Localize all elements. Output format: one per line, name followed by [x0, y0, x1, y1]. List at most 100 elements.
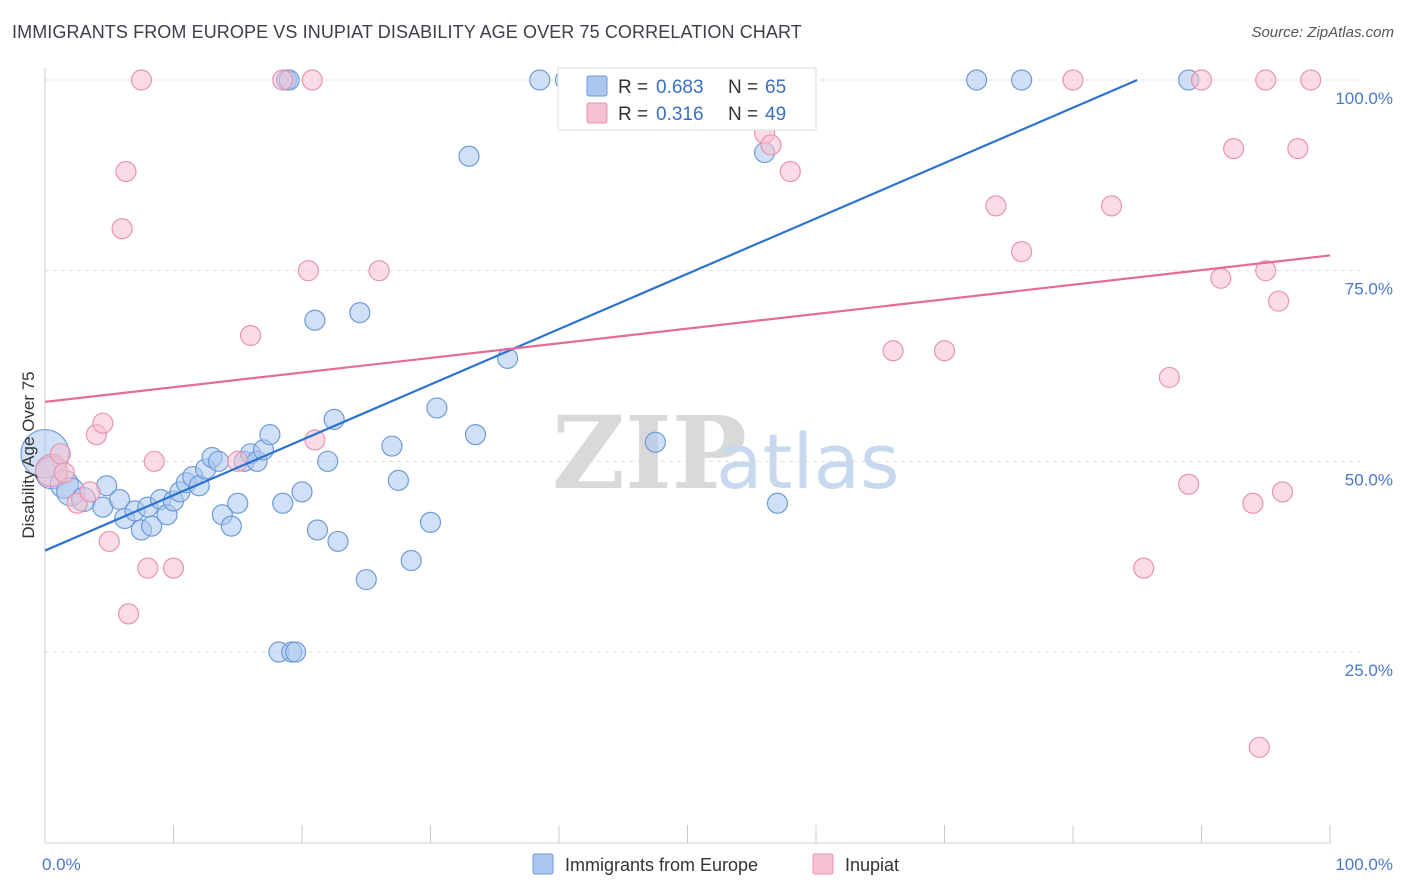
y-tick-label-75: 75.0%	[1345, 280, 1393, 299]
point-inupiat	[117, 603, 140, 625]
point-immigrants-from-europe	[766, 492, 789, 514]
point-immigrants-from-europe	[355, 568, 377, 591]
point-inupiat	[760, 134, 782, 156]
point-immigrants-from-europe	[400, 549, 422, 572]
legend-r-value-2: 0.316	[656, 104, 704, 125]
point-immigrants-from-europe	[272, 492, 294, 514]
point-inupiat	[1267, 290, 1290, 312]
point-inupiat	[985, 195, 1007, 217]
y-tick-label-100: 100.0%	[1335, 89, 1393, 108]
point-immigrants-from-europe	[1010, 69, 1033, 91]
point-inupiat	[92, 412, 114, 434]
point-immigrants-from-europe	[284, 641, 307, 663]
point-immigrants-from-europe	[291, 481, 313, 503]
y-axis-label: Disability Age Over 75	[19, 371, 38, 538]
point-immigrants-from-europe	[304, 309, 326, 331]
point-immigrants-from-europe	[227, 492, 249, 514]
point-inupiat	[115, 160, 137, 183]
point-inupiat	[933, 340, 956, 362]
point-inupiat	[1287, 138, 1309, 160]
point-immigrants-from-europe	[220, 515, 242, 537]
legend-label-immigrants-from-europe: Immigrants from Europe	[565, 855, 758, 875]
point-inupiat	[111, 218, 133, 240]
y-tick-label-50: 50.0%	[1345, 470, 1393, 489]
point-inupiat	[1210, 267, 1232, 289]
legend-swatch-blue	[586, 75, 608, 97]
correlation-legend: R = 0.683 N = 65 R = 0.316 N = 49	[557, 67, 817, 131]
legend-label-inupiat: Inupiat	[845, 855, 899, 875]
legend-n-value-2: 49	[765, 104, 786, 125]
point-inupiat	[301, 69, 323, 91]
point-inupiat	[368, 260, 390, 282]
point-inupiat	[272, 69, 294, 91]
point-inupiat	[49, 443, 72, 465]
y-tick-labels: 25.0% 50.0% 75.0% 100.0%	[1335, 89, 1393, 680]
point-immigrants-from-europe	[966, 69, 988, 91]
source-label: Source: ZipAtlas.com	[1251, 24, 1394, 41]
point-inupiat	[1010, 241, 1033, 263]
watermark-zip: ZIP	[552, 394, 747, 512]
point-immigrants-from-europe	[259, 424, 281, 446]
x-tick-labels: 0.0% 100.0%	[42, 855, 1393, 874]
point-inupiat	[240, 324, 262, 347]
point-inupiat	[1133, 557, 1155, 579]
point-inupiat	[1255, 260, 1277, 282]
point-immigrants-from-europe	[644, 431, 666, 453]
trend-lines	[44, 78, 1331, 552]
series-legend: Immigrants from Europe Inupiat	[532, 853, 899, 875]
trend-line-inupiat	[44, 254, 1331, 403]
point-immigrants-from-europe	[529, 69, 551, 91]
point-immigrants-from-europe	[381, 435, 403, 457]
watermark-atlas: atlas	[716, 417, 900, 506]
legend-r-label-1: R =	[618, 77, 648, 98]
series-immigrants-from-europe-points	[20, 69, 1200, 663]
point-inupiat	[297, 260, 320, 282]
point-immigrants-from-europe	[207, 450, 230, 472]
point-inupiat	[1100, 195, 1123, 217]
point-inupiat	[1271, 481, 1294, 503]
point-immigrants-from-europe	[349, 302, 371, 324]
trend-line-immigrants-from-europe	[44, 78, 1138, 552]
point-immigrants-from-europe	[327, 530, 349, 553]
grid-lines	[45, 79, 1360, 653]
point-inupiat	[1242, 492, 1264, 514]
point-immigrants-from-europe	[306, 519, 329, 541]
point-inupiat	[1190, 69, 1213, 91]
point-immigrants-from-europe	[464, 424, 487, 446]
point-inupiat	[779, 160, 801, 183]
chart-title: IMMIGRANTS FROM EUROPE VS INUPIAT DISABI…	[12, 22, 802, 42]
point-inupiat	[98, 530, 120, 553]
legend-n-value-1: 65	[765, 77, 786, 98]
point-inupiat	[1255, 69, 1277, 91]
y-tick-label-25: 25.0%	[1345, 661, 1393, 680]
point-inupiat	[143, 450, 165, 472]
legend-n-label-2: N =	[728, 104, 758, 125]
point-immigrants-from-europe	[141, 515, 163, 537]
legend-swatch-pink	[586, 102, 608, 124]
series-inupiat-points	[34, 69, 1322, 758]
point-inupiat	[1248, 736, 1270, 758]
point-inupiat	[79, 481, 101, 503]
x-tick-label-100: 100.0%	[1335, 855, 1393, 874]
legend-swatch-inupiat	[812, 853, 834, 875]
point-inupiat	[1178, 473, 1200, 495]
legend-swatch-immigrants-from-europe	[532, 853, 554, 875]
point-immigrants-from-europe	[387, 469, 409, 491]
point-inupiat	[1300, 69, 1322, 91]
point-inupiat	[1223, 138, 1245, 160]
point-immigrants-from-europe	[317, 450, 339, 472]
point-immigrants-from-europe	[419, 511, 442, 533]
legend-r-value-1: 0.683	[656, 77, 704, 98]
point-inupiat	[1062, 69, 1084, 91]
point-inupiat	[137, 557, 159, 579]
point-inupiat	[882, 340, 904, 362]
point-inupiat	[1158, 366, 1180, 389]
point-immigrants-from-europe	[458, 145, 480, 167]
point-inupiat	[162, 557, 185, 579]
point-immigrants-from-europe	[426, 397, 448, 419]
legend-r-label-2: R =	[618, 104, 648, 125]
point-inupiat	[130, 69, 152, 91]
point-inupiat	[53, 462, 75, 484]
legend-n-label-1: N =	[728, 77, 758, 98]
